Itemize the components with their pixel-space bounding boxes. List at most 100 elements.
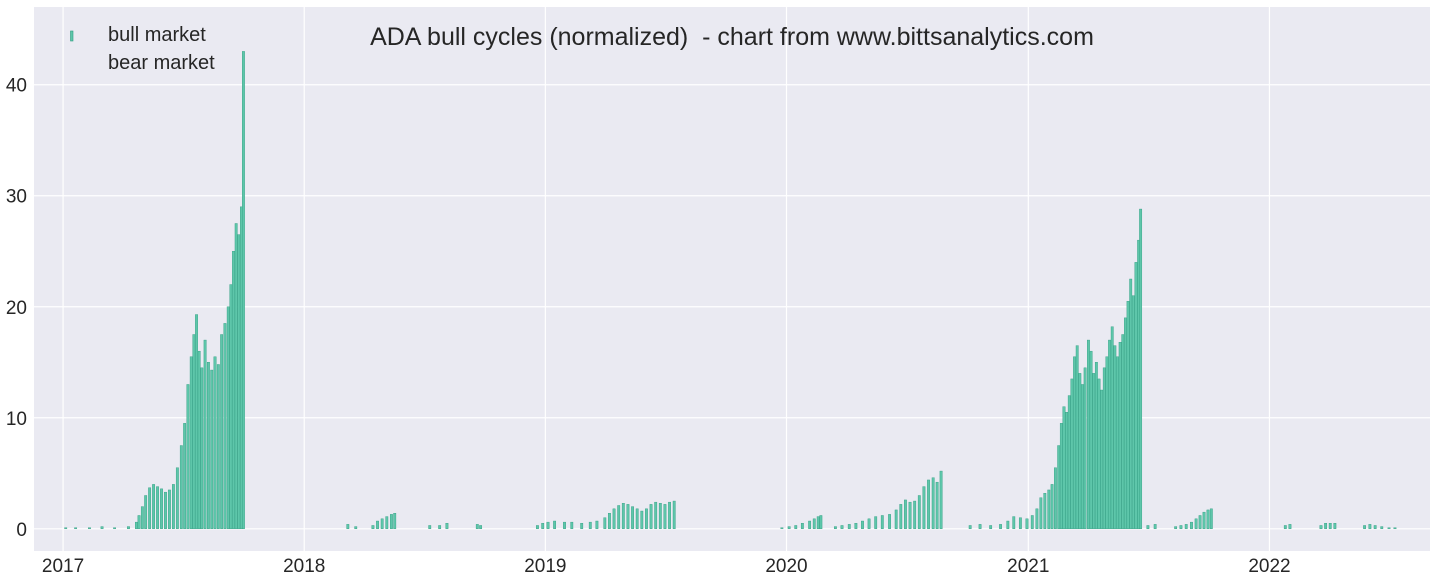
bull-bar [635, 508, 639, 529]
bull-bar [1288, 524, 1292, 529]
bull-bar [617, 505, 621, 529]
bull-bar [1083, 367, 1087, 529]
bull-bar [546, 521, 550, 529]
bull-bar [867, 518, 871, 529]
bull-bar [137, 515, 141, 529]
bull-bar [935, 481, 939, 529]
x-tick-label: 2020 [765, 556, 807, 577]
bull-bar [812, 518, 816, 529]
bull-bar [1070, 378, 1074, 529]
bull-bar [1118, 342, 1122, 529]
bull-bar [631, 506, 634, 529]
bull-bar [1075, 345, 1079, 529]
bull-bar [931, 477, 935, 529]
bull-bar [393, 513, 397, 529]
bull-bar [608, 513, 611, 529]
bull-bar [904, 499, 907, 529]
bull-bar [172, 484, 175, 529]
bull-bar [175, 467, 179, 529]
x-tick-label: 2019 [524, 556, 566, 577]
bull-bar [917, 495, 921, 529]
bull-bar [74, 527, 78, 529]
bull-bar [663, 504, 667, 529]
bull-bar [64, 527, 68, 529]
bull-bar [1333, 523, 1337, 529]
bull-bar [553, 520, 557, 529]
bull-bar [819, 515, 823, 529]
legend-bear-label: bear market [108, 52, 215, 74]
bull-bar [385, 516, 389, 529]
bull-bar [1129, 278, 1133, 529]
bull-bar [152, 484, 155, 529]
bull-bar [626, 504, 630, 529]
bull-bar [999, 524, 1002, 529]
bull-bar [1078, 373, 1082, 529]
bull-bar [1368, 524, 1372, 529]
bull-bar [479, 525, 483, 529]
bull-bar [874, 516, 878, 529]
bull-bar [794, 525, 798, 529]
bull-bar [861, 520, 864, 529]
bull-bar [1062, 406, 1066, 529]
bull-bar [595, 520, 599, 529]
legend: bull market bear market [70, 24, 215, 74]
bull-bar [1081, 384, 1084, 529]
bull-bar [234, 223, 238, 529]
bull-bar [1030, 515, 1034, 529]
bull-bar [621, 503, 625, 529]
bull-bar [816, 516, 820, 529]
bull-bar [183, 423, 187, 529]
bull-bar [1113, 345, 1117, 529]
bull-bar [1039, 497, 1043, 529]
bull-bar [1319, 525, 1323, 529]
bull-bar [1126, 301, 1130, 529]
bull-bar [913, 500, 917, 529]
bull-bar [1116, 356, 1119, 529]
bull-bar [1328, 523, 1332, 529]
bull-bar [1105, 356, 1109, 529]
bull-bar [603, 517, 607, 529]
y-tick-label: 30 [6, 187, 27, 208]
bull-bar [563, 521, 566, 529]
bull-bar [808, 520, 812, 529]
bull-bar [1387, 527, 1391, 529]
bull-bar [216, 364, 220, 529]
bull-bar [1153, 524, 1157, 529]
chart-title: ADA bull cycles (normalized) - chart fro… [370, 23, 1094, 51]
bull-bar [1053, 467, 1057, 529]
x-tick-label: 2021 [1007, 556, 1049, 577]
bull-bar [1087, 339, 1090, 529]
grid-lines [34, 7, 1430, 551]
y-tick-label: 40 [6, 76, 27, 97]
bull-bar [894, 509, 898, 529]
bull-bar [140, 506, 144, 529]
bull-bar [1146, 525, 1150, 529]
bull-bar [1121, 334, 1125, 529]
bull-bar [1057, 445, 1061, 529]
bull-bar [186, 384, 190, 529]
bull-bar [200, 367, 204, 529]
bull-bar [1110, 326, 1114, 529]
bull-bar [978, 524, 982, 529]
bull-bar [1018, 517, 1022, 529]
bull-bar [160, 488, 163, 529]
bull-bar [580, 523, 584, 529]
bull-bar [847, 524, 851, 529]
bull-bar [658, 503, 662, 529]
bull-bar [207, 362, 210, 529]
x-axis-ticks: 2017 2018 2019 2020 2021 2022 [42, 556, 1291, 577]
bull-bar [1206, 509, 1210, 529]
bull-bar [223, 323, 227, 529]
legend-bull-swatch [70, 30, 74, 42]
bull-bar [1184, 524, 1188, 529]
bull-bar [354, 526, 358, 529]
bull-bar [195, 314, 198, 529]
bull-bar [445, 523, 449, 529]
bull-bar [880, 515, 884, 529]
bull-bar [144, 495, 148, 529]
bull-bar [428, 525, 432, 529]
bull-bar [1202, 511, 1206, 529]
bull-bar [371, 525, 375, 529]
bull-bar [213, 356, 217, 529]
